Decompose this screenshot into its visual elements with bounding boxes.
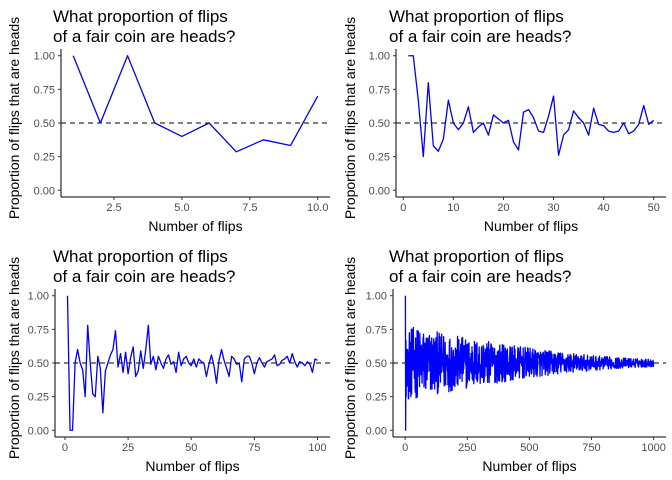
y-tick-label: 0.50 [34,118,55,130]
x-tick-label: 50 [185,442,197,454]
x-tick-label: 50 [648,202,660,214]
x-tick-label: 40 [598,202,610,214]
x-axis-title: Number of flips [148,218,242,234]
y-tick-label: 0.25 [28,392,49,404]
y-tick-label: 1.00 [28,291,49,303]
chart-title: of a fair coin are heads? [389,27,571,46]
y-tick-label: 0.75 [28,324,49,336]
y-tick-label: 0.00 [34,185,55,197]
y-tick-label: 0.50 [366,358,387,370]
x-tick-label: 1000 [641,442,665,454]
x-tick-label: 250 [458,442,476,454]
chart-panel: What proportion of flips of a fair coin … [6,7,330,234]
y-axis-title: Proportion of flips that are heads [6,257,22,459]
y-axis-title: Proportion of flips that are heads [342,17,358,219]
y-tick-label: 0.50 [369,118,390,130]
y-axis-title: Proportion of flips that are heads [6,17,22,219]
x-tick-label: 0 [62,442,68,454]
series-line [408,55,655,158]
y-tick-label: 0.00 [366,425,387,437]
chart-panel: What proportion of flips of a fair coin … [342,247,666,474]
x-tick-label: 5.0 [174,202,189,214]
y-tick-label: 0.25 [366,392,387,404]
chart-title: of a fair coin are heads? [53,27,235,46]
x-tick-label: 0 [402,442,408,454]
y-tick-label: 0.00 [28,425,49,437]
y-tick-label: 0.75 [369,84,390,96]
y-tick-label: 0.75 [34,84,55,96]
x-axis-title: Number of flips [484,218,578,234]
chart-panel: What proportion of flips of a fair coin … [342,7,666,234]
x-tick-label: 7.5 [242,202,257,214]
x-tick-label: 2.5 [106,202,121,214]
x-tick-label: 0 [400,202,406,214]
x-tick-label: 30 [547,202,559,214]
x-tick-label: 750 [582,442,600,454]
x-tick-label: 25 [122,442,134,454]
chart-title: of a fair coin are heads? [53,267,235,286]
x-tick-label: 10 [447,202,459,214]
chart-title: What proportion of flips [53,7,228,26]
x-tick-label: 10.0 [307,202,328,214]
chart-title: What proportion of flips [389,247,564,266]
x-tick-label: 75 [248,442,260,454]
y-tick-label: 1.00 [366,291,387,303]
x-axis-title: Number of flips [145,458,239,474]
y-tick-label: 0.25 [369,152,390,164]
chart-title: What proportion of flips [53,247,228,266]
y-tick-label: 1.00 [34,51,55,63]
y-tick-label: 1.00 [369,51,390,63]
x-tick-label: 20 [497,202,509,214]
series-line [66,295,318,431]
y-tick-label: 0.75 [366,324,387,336]
x-tick-label: 500 [520,442,538,454]
chart-panel: What proportion of flips of a fair coin … [6,247,330,474]
series-line [72,55,319,153]
series-line [404,295,655,431]
y-tick-label: 0.25 [34,152,55,164]
y-tick-label: 0.50 [28,358,49,370]
x-axis-title: Number of flips [482,458,576,474]
y-tick-label: 0.00 [369,185,390,197]
chart-title: of a fair coin are heads? [389,267,571,286]
chart-title: What proportion of flips [389,7,564,26]
y-axis-title: Proportion of flips that are heads [342,257,358,459]
x-tick-label: 100 [308,442,326,454]
